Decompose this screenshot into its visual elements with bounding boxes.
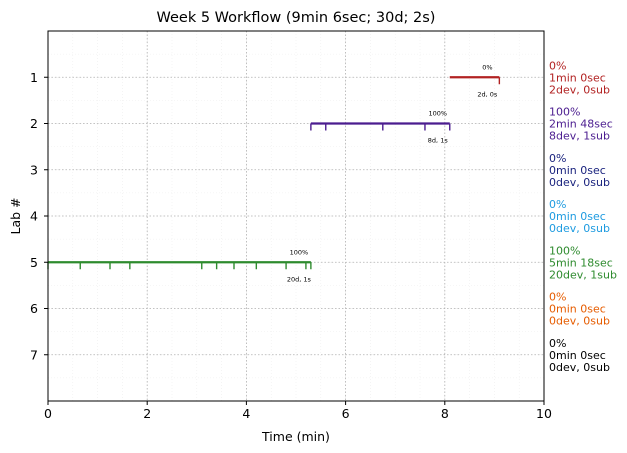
chart-marks: 0% 2d, 0s 100% 8d, 1s 100% 20d, 1s [47, 63, 501, 283]
lab-7-summary-line: 0dev, 0sub [549, 361, 610, 374]
y-tick-label: 2 [30, 116, 38, 131]
x-tick-label: 2 [143, 406, 151, 421]
y-tick-label: 6 [30, 301, 38, 316]
lab-5-summary-line: 5min 18sec [549, 256, 613, 269]
lab-2-summary-line: 2min 48sec [549, 118, 613, 131]
lab-6-summary-line: 0% [549, 291, 566, 304]
lab-3-summary-line: 0min 0sec [549, 164, 606, 177]
y-tick-label: 4 [30, 209, 38, 224]
x-tick-label: 10 [536, 406, 552, 421]
x-tick-label: 8 [441, 406, 449, 421]
lab-2-summary-line: 8dev, 1sub [549, 130, 610, 143]
lab-7-summary-line: 0min 0sec [549, 349, 606, 362]
lab-1-count-label: 2d, 0s [477, 90, 498, 98]
major-grid [47, 31, 545, 401]
x-tick-label: 4 [242, 406, 250, 421]
y-tick-label: 5 [30, 255, 38, 270]
lab-6-summary-line: 0dev, 0sub [549, 315, 610, 328]
lab-2-summary-line: 100% [549, 106, 580, 119]
y-tick-label: 1 [30, 70, 38, 85]
lab-1-summary-line: 1min 0sec [549, 71, 606, 84]
lab-1-summary-line: 0% [549, 59, 566, 72]
chart-title: Week 5 Workflow (9min 6sec; 30d; 2s) [157, 10, 436, 26]
lab-2-percent-label: 100% [428, 110, 447, 118]
x-tick-label: 0 [44, 406, 52, 421]
lab-5-percent-label: 100% [290, 248, 309, 256]
lab-5-count-label: 20d, 1s [287, 275, 312, 283]
lab-4-summary-line: 0% [549, 198, 566, 211]
lab-2-count-label: 8d, 1s [428, 137, 449, 145]
lab-7-summary-line: 0% [549, 337, 566, 350]
y-axis-label: Lab # [8, 197, 23, 234]
lab-1-percent-label: 0% [482, 63, 492, 71]
y-tick-label: 7 [30, 347, 38, 362]
lab-5-summary-line: 100% [549, 244, 580, 257]
lab-1-summary-line: 2dev, 0sub [549, 83, 610, 96]
lab-6-summary-line: 0min 0sec [549, 303, 606, 316]
lab-3-summary-line: 0% [549, 152, 566, 165]
y-tick-label: 3 [30, 162, 38, 177]
lab-4-summary-line: 0min 0sec [549, 210, 606, 223]
lab-5-summary-line: 20dev, 1sub [549, 268, 617, 281]
x-tick-label: 6 [342, 406, 350, 421]
lab-3-summary-line: 0dev, 0sub [549, 176, 610, 189]
x-axis-label: Time (min) [261, 429, 330, 444]
lab-4-summary-line: 0dev, 0sub [549, 222, 610, 235]
